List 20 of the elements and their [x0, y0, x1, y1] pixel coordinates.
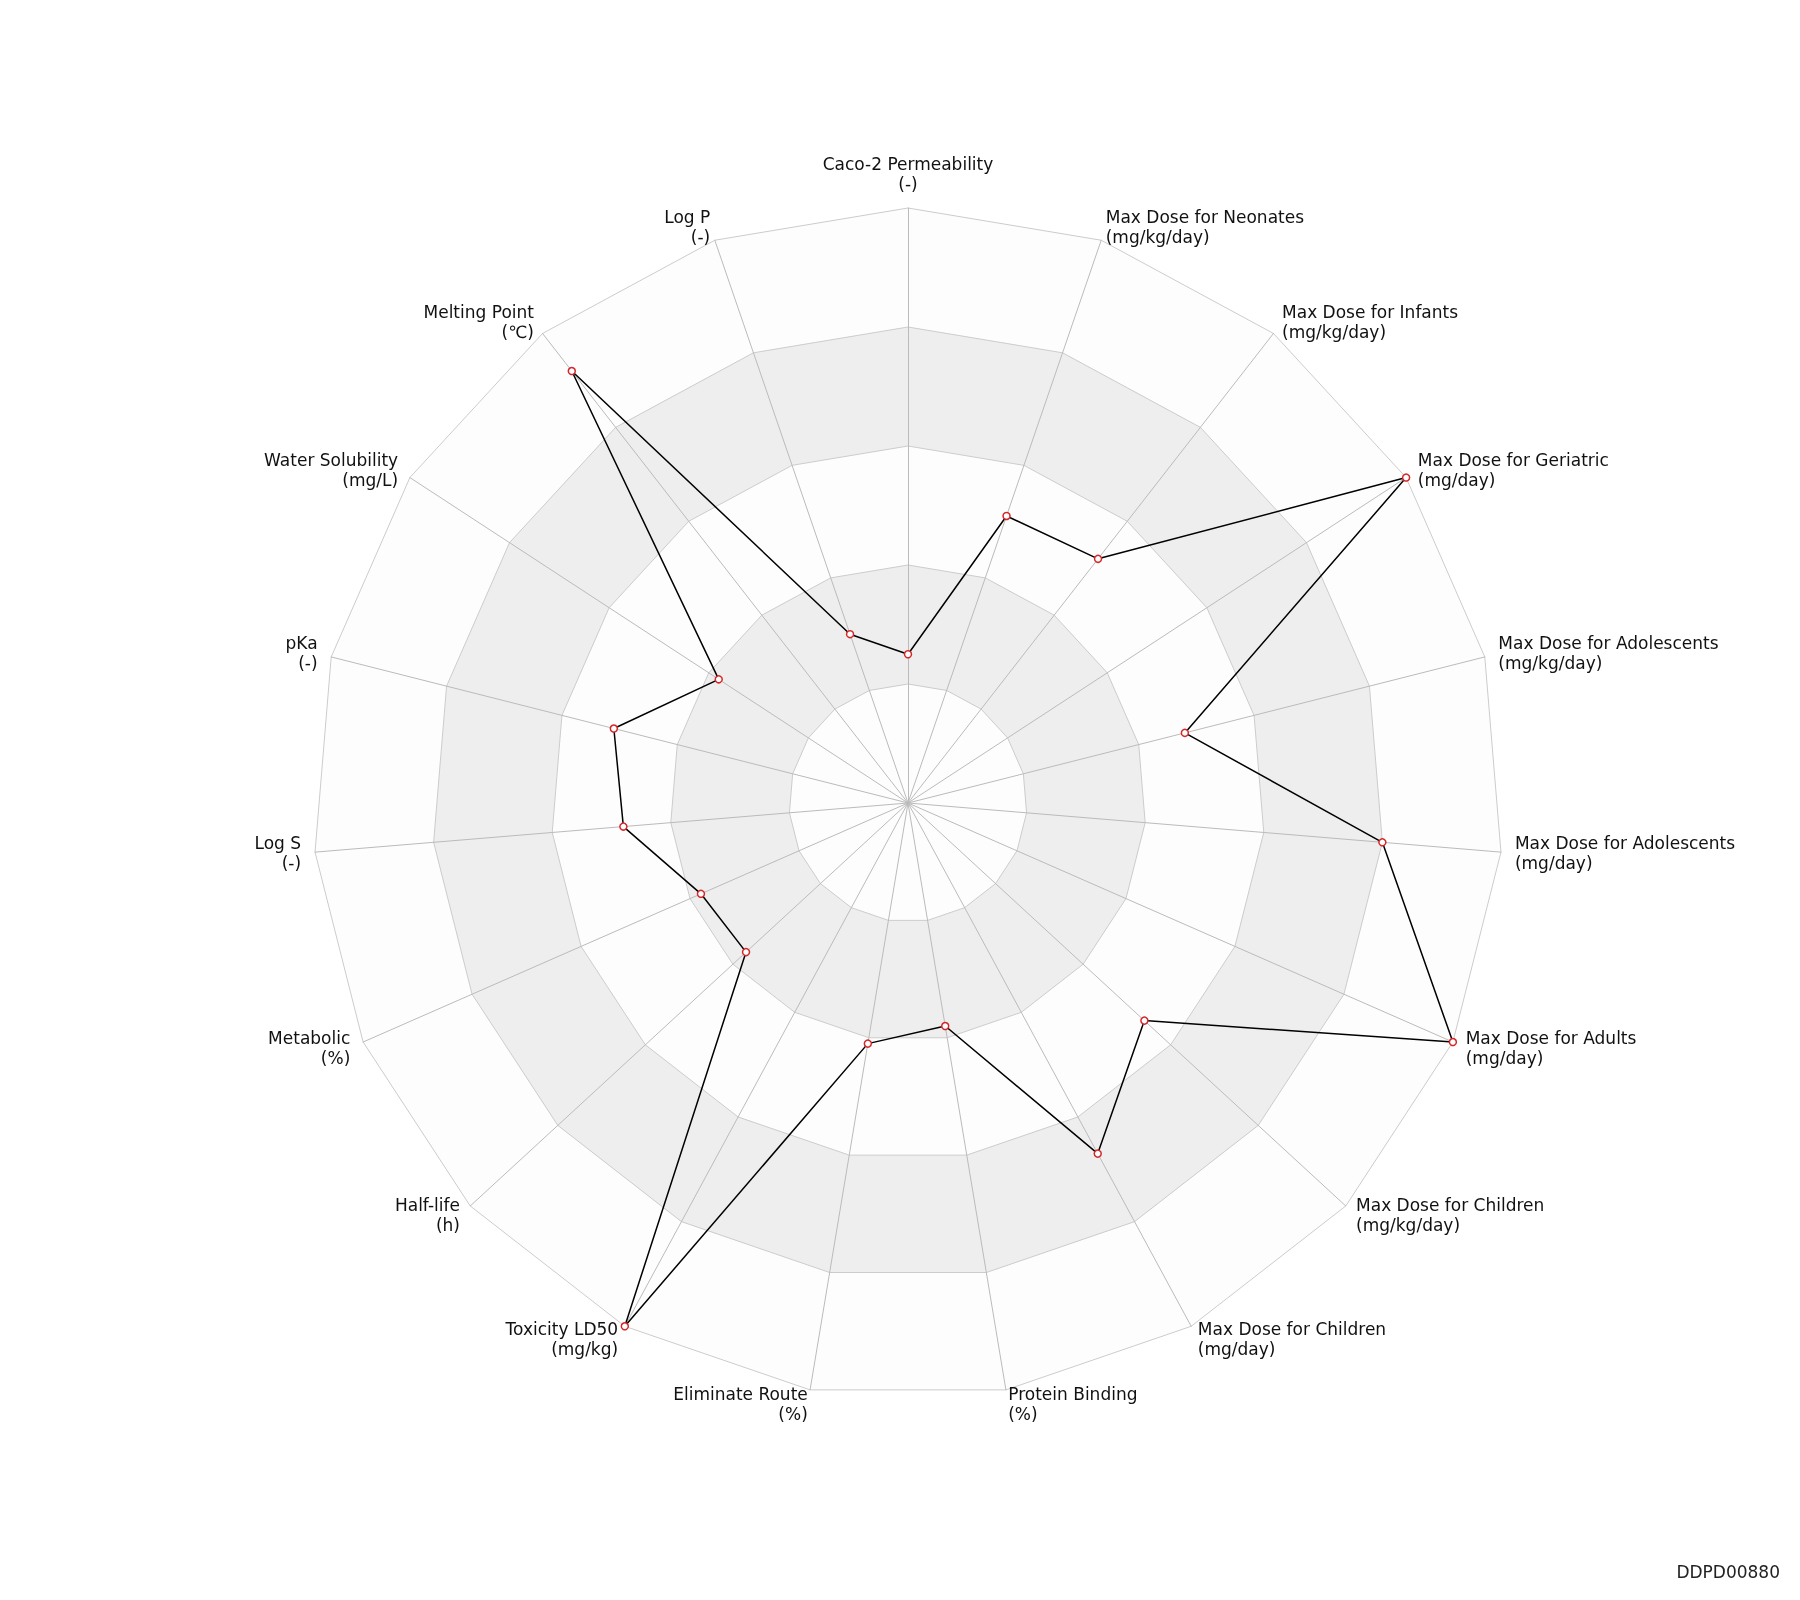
- spoke-label: Eliminate Route (%): [673, 1383, 808, 1424]
- spoke-label: Max Dose for Neonates (mg/kg/day): [1105, 207, 1305, 247]
- spoke-label: Max Dose for Geriatric (mg/day): [1417, 449, 1609, 490]
- spoke-label: Max Dose for Children (mg/kg/day): [1356, 1195, 1545, 1236]
- spoke-label: Max Dose for Adolescents (mg/day): [1514, 833, 1736, 874]
- spoke-label: Protein Binding (%): [1008, 1383, 1138, 1424]
- spoke-label: Caco-2 Permeability (-): [822, 154, 994, 194]
- spoke-label: Melting Point (℃): [423, 302, 535, 343]
- spoke-label: Log P (-): [664, 207, 711, 247]
- spoke-label: pKa (-): [285, 633, 318, 674]
- spoke-label: Max Dose for Adolescents (mg/kg/day): [1498, 633, 1719, 674]
- spoke-label: Log S (-): [254, 833, 302, 874]
- spoke-label: Max Dose for Infants (mg/kg/day): [1282, 302, 1459, 343]
- spoke-label: Max Dose for Children (mg/day): [1197, 1318, 1387, 1359]
- spoke-label: Half-life (h): [394, 1195, 460, 1236]
- spoke-label: Max Dose for Adults (mg/day): [1465, 1027, 1637, 1068]
- text: DDPD00880: [1676, 1561, 1781, 1582]
- spoke-label: Metabolic (%): [268, 1027, 351, 1068]
- spoke-label: Toxicity LD50 (mg/kg): [504, 1318, 619, 1359]
- spoke-label: Water Solubility (mg/L): [264, 449, 399, 490]
